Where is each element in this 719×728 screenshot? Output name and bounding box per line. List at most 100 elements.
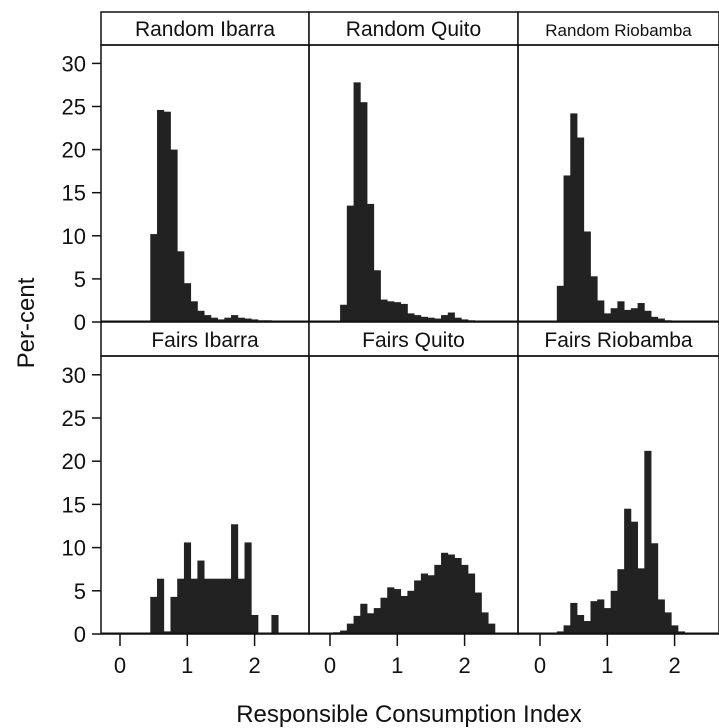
histogram-bar [644,450,652,634]
panel-frame [517,44,719,323]
panel-strip [517,11,719,46]
histogram-bar [630,521,638,634]
histogram-bar [224,317,232,322]
histogram-bar [150,234,158,322]
histogram-bar [563,175,571,322]
histogram-bar [204,315,212,322]
histogram-bar [657,318,665,322]
histogram-bar [373,270,381,322]
panel-title: Fairs Riobamba [544,329,693,352]
histogram-bar [664,612,672,634]
histogram-bar [441,315,449,322]
panel-fairs-ibarra: Fairs Ibarra [100,321,310,635]
histogram-bar [353,615,361,634]
panel-fairs-quito: Fairs Quito [308,321,519,635]
histogram-bar [340,630,348,634]
panel-random-quito: Random Quito [308,11,519,323]
histogram-bar [400,595,408,634]
histogram-bar [570,602,578,634]
histogram-bar [393,589,402,634]
histogram-bar [251,614,259,634]
y-tick-label: 0 [74,310,86,335]
histogram-bar [590,601,598,634]
histogram-bar [414,580,422,634]
histogram-bar [617,569,625,634]
histogram-bar [651,543,659,634]
panels-layer: Random Ibarra Random Quito Random Riobamba… [100,11,719,635]
histogram-bar [353,82,361,322]
x-tick-label: 0 [324,653,336,678]
histogram-bar [407,313,415,322]
panel-fairs-riobamba: Fairs Riobamba [517,321,719,635]
histogram-bar [447,554,455,634]
y-tick-label: 30 [62,51,86,76]
panel-title: Random Ibarra [135,18,275,41]
panel-strip [308,321,519,357]
histogram-bar [427,317,435,322]
histogram-bar [373,608,381,634]
histogram-bar [367,203,375,322]
histogram-bar [671,625,679,634]
histogram-bar [387,587,395,634]
histogram-bar [474,592,482,634]
y-tick-label: 0 [74,622,86,647]
histogram-bar [597,599,605,634]
histogram-bar [163,111,171,322]
y-tick-label: 5 [74,267,86,292]
histogram-bar [177,578,185,634]
y-tick-label: 30 [62,363,86,388]
histogram-bar [644,310,652,322]
histogram-bar [577,137,585,322]
histogram-bar [434,318,442,322]
y-tick-label: 20 [62,138,86,163]
histogram-bar [271,614,279,634]
y-tick-label: 20 [62,449,86,474]
x-tick-label: 0 [534,653,546,678]
histogram-bar [420,573,428,634]
histogram-bar [190,301,198,322]
panel-random-riobamba: Random Riobamba [517,11,719,323]
histogram-bar [400,303,408,322]
histogram-bar [393,302,402,322]
histogram-bar [346,623,354,634]
histogram-bar [657,599,665,634]
y-tick-label: 25 [62,95,86,120]
histogram-bar [360,603,368,634]
histogram-bar [346,205,354,322]
histogram-bar [556,285,564,322]
panel-random-ibarra: Random Ibarra [100,11,310,323]
histogram-bar [231,524,239,634]
panel-strip [100,321,310,357]
histogram-bar [434,564,442,634]
histogram-bar [610,590,618,634]
histogram-bar [204,578,212,634]
histogram-bar [414,315,422,322]
histogram-bar [183,542,192,634]
histogram-bar [237,578,245,634]
y-tick-label: 15 [62,492,86,517]
histogram-bar [447,312,455,322]
y-axis-label: Per-cent [13,277,40,368]
histogram-bar [237,317,245,322]
histogram-bar [481,612,489,634]
histogram-bar [583,231,591,322]
histogram-bar [461,564,469,634]
histogram-bar [637,568,645,634]
x-tick-label: 1 [391,653,403,678]
histogram-bar [624,508,632,634]
histogram-bar [197,310,205,322]
histogram-bar [387,301,395,322]
histogram-bar [603,608,612,634]
histogram-bar [454,317,462,322]
x-tick-label: 2 [668,653,680,678]
histogram-bar [467,573,476,634]
panel-title: Random Quito [346,18,481,41]
histogram-bar [150,596,158,634]
histogram-bar [157,109,165,322]
x-tick-label: 1 [601,653,613,678]
histogram-bar [617,301,625,322]
histogram-bar [360,102,368,322]
panel-strip [100,11,310,46]
